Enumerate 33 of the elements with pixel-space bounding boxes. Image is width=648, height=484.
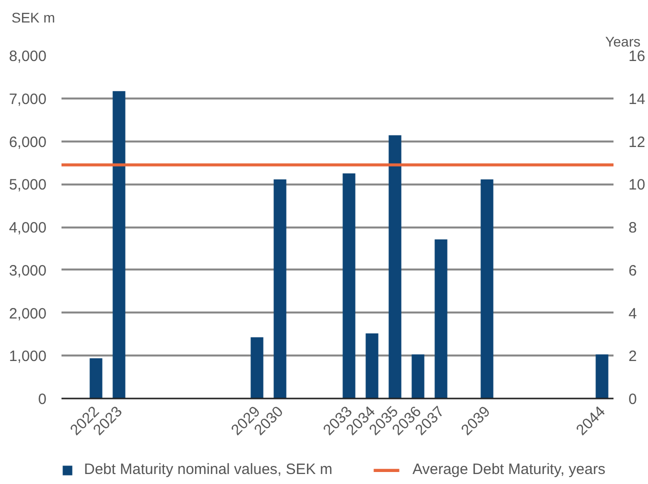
y2-axis-title: Years xyxy=(605,34,641,50)
bar xyxy=(480,179,494,398)
bar xyxy=(366,333,378,398)
y-tick-label: 3,000 xyxy=(8,262,47,280)
y-tick-label: 6,000 xyxy=(8,134,47,151)
y2-tick-label: 8 xyxy=(628,220,637,236)
y2-tick-label: 0 xyxy=(628,391,637,408)
bar xyxy=(274,179,286,398)
bar xyxy=(388,135,402,398)
legend-label: Average Debt Maturity, years xyxy=(412,461,606,478)
bar xyxy=(112,91,126,398)
bar xyxy=(250,337,264,398)
y2-tick-label: 2 xyxy=(628,348,637,366)
y-axis-title: SEK m xyxy=(12,10,56,26)
y2-tick-label: 10 xyxy=(628,176,646,194)
y-tick-label: 8,000 xyxy=(8,48,47,65)
y-tick-label: 1,000 xyxy=(8,348,47,366)
y-tick-label: 0 xyxy=(38,391,46,408)
bar xyxy=(342,173,356,398)
bar xyxy=(596,354,608,398)
bar xyxy=(434,239,448,398)
y-tick-label: 7,000 xyxy=(8,90,47,108)
bar xyxy=(412,354,424,398)
y2-tick-label: 16 xyxy=(628,48,646,65)
legend-label: Debt Maturity nominal values, SEK m xyxy=(84,461,332,478)
y-tick-label: 5,000 xyxy=(8,176,47,194)
y2-tick-label: 4 xyxy=(628,305,637,322)
y-tick-label: 2,000 xyxy=(8,305,47,322)
y-tick-label: 4,000 xyxy=(8,220,47,236)
bar xyxy=(90,358,102,398)
y2-tick-label: 14 xyxy=(628,90,646,108)
y2-tick-label: 6 xyxy=(628,262,637,280)
y2-tick-label: 12 xyxy=(628,134,646,151)
